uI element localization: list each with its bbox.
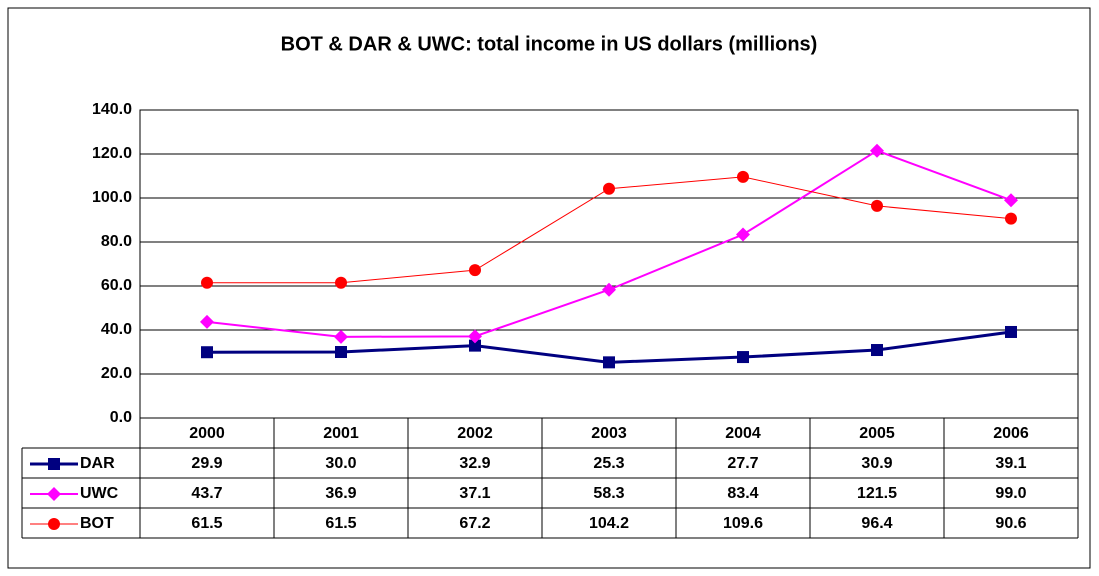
table-value: 29.9 xyxy=(191,455,222,472)
table-value: 96.4 xyxy=(861,515,892,532)
chart-title: BOT & DAR & UWC: total income in US doll… xyxy=(281,33,818,55)
legend-marker xyxy=(47,487,61,501)
x-tick-label: 2002 xyxy=(457,425,493,442)
table-value: 109.6 xyxy=(723,515,763,532)
marker xyxy=(602,282,616,297)
table-value: 43.7 xyxy=(191,485,222,502)
marker xyxy=(335,276,347,289)
marker xyxy=(1005,325,1017,338)
marker xyxy=(737,351,749,364)
table-value: 58.3 xyxy=(593,485,624,502)
legend-label: UWC xyxy=(80,485,119,502)
y-tick-label: 0.0 xyxy=(110,409,132,426)
marker xyxy=(200,314,214,329)
legend-label: DAR xyxy=(80,455,115,472)
y-tick-label: 100.0 xyxy=(92,189,132,206)
marker xyxy=(870,143,884,158)
marker xyxy=(1005,212,1017,225)
y-tick-label: 40.0 xyxy=(101,321,132,338)
x-tick-label: 2005 xyxy=(859,425,895,442)
marker xyxy=(1004,193,1018,208)
y-tick-label: 60.0 xyxy=(101,277,132,294)
marker xyxy=(469,339,481,352)
x-tick-label: 2000 xyxy=(189,425,225,442)
legend-label: BOT xyxy=(80,515,114,532)
marker xyxy=(736,227,750,242)
legend-marker xyxy=(48,458,60,470)
marker xyxy=(603,356,615,369)
marker xyxy=(603,182,615,195)
marker xyxy=(334,329,348,344)
table-value: 121.5 xyxy=(857,485,897,502)
table-value: 61.5 xyxy=(325,515,356,532)
plot-border xyxy=(139,109,1079,419)
marker xyxy=(871,344,883,357)
marker xyxy=(469,264,481,277)
y-tick-label: 20.0 xyxy=(101,365,132,382)
table-value: 25.3 xyxy=(593,455,624,472)
table-value: 104.2 xyxy=(589,515,629,532)
y-tick-label: 120.0 xyxy=(92,145,132,162)
table-value: 30.9 xyxy=(861,455,892,472)
marker xyxy=(871,199,883,212)
table-value: 83.4 xyxy=(727,485,758,502)
legend-marker xyxy=(48,518,60,530)
table-value: 99.0 xyxy=(995,485,1026,502)
table-value: 27.7 xyxy=(727,455,758,472)
marker xyxy=(201,276,213,289)
chart-frame xyxy=(7,7,1091,569)
table-value: 36.9 xyxy=(325,485,356,502)
table-value: 90.6 xyxy=(995,515,1026,532)
marker xyxy=(468,329,482,344)
table-value: 37.1 xyxy=(459,485,490,502)
marker xyxy=(335,346,347,358)
x-tick-label: 2006 xyxy=(993,425,1029,442)
y-tick-label: 140.0 xyxy=(92,101,132,118)
x-tick-label: 2003 xyxy=(591,425,627,442)
x-tick-label: 2004 xyxy=(725,425,761,442)
marker xyxy=(737,170,749,183)
table-value: 61.5 xyxy=(191,515,222,532)
y-tick-label: 80.0 xyxy=(101,233,132,250)
table-value: 67.2 xyxy=(459,515,490,532)
table-value: 32.9 xyxy=(459,455,490,472)
marker xyxy=(201,346,213,359)
x-tick-label: 2001 xyxy=(323,425,359,442)
table-value: 39.1 xyxy=(995,455,1026,472)
table-value: 30.0 xyxy=(325,455,356,472)
